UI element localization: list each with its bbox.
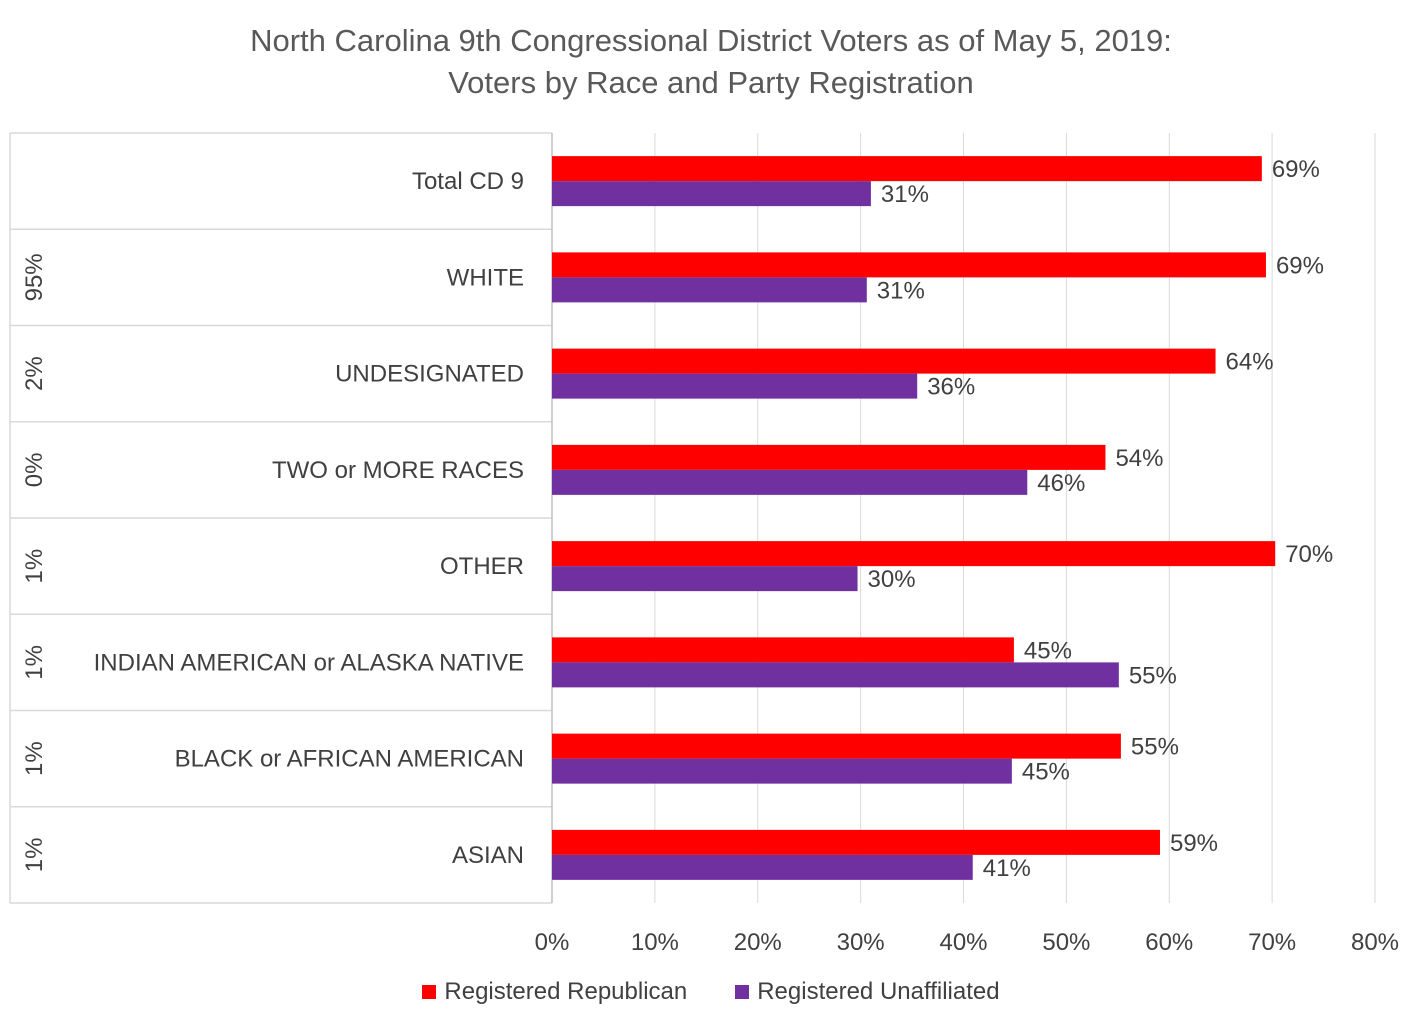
x-tick-label: 50% — [1042, 929, 1090, 956]
group-label: 0% — [21, 453, 48, 488]
bar-republican — [552, 637, 1014, 663]
bars — [552, 156, 1276, 880]
data-label: 59% — [1170, 830, 1218, 857]
bar-republican — [552, 252, 1266, 278]
chart-title: North Carolina 9th Congressional Distric… — [0, 20, 1422, 104]
legend-swatch — [735, 985, 750, 999]
legend-label: Registered Republican — [444, 978, 688, 1005]
category-label: INDIAN AMERICAN or ALASKA NATIVE — [94, 649, 524, 676]
group-label: 95% — [21, 253, 48, 301]
legend-item: Registered Republican — [422, 978, 687, 1006]
data-label: 41% — [983, 855, 1031, 882]
category-label: OTHER — [440, 553, 524, 580]
gridlines — [551, 133, 1376, 903]
data-label: 31% — [877, 277, 925, 304]
x-tick-label: 80% — [1351, 929, 1399, 956]
data-label: 70% — [1285, 541, 1333, 568]
group-label: 1% — [21, 838, 48, 873]
data-label: 45% — [1024, 637, 1072, 664]
x-tick-label: 40% — [939, 929, 987, 956]
bar-unaffiliated — [552, 277, 867, 303]
data-label: 69% — [1276, 252, 1324, 279]
bar-republican — [552, 829, 1160, 855]
bar-unaffiliated — [552, 181, 871, 207]
category-label: WHITE — [447, 264, 524, 291]
data-label: 54% — [1115, 445, 1163, 472]
category-label: UNDESIGNATED — [335, 361, 524, 388]
legend-label: Registered Unaffiliated — [757, 978, 1000, 1005]
x-tick-label: 70% — [1248, 929, 1296, 956]
group-label: 2% — [21, 356, 48, 391]
data-label: 45% — [1022, 759, 1070, 786]
legend: Registered Republican Registered Unaffili… — [0, 978, 1422, 1006]
data-labels: 69% 31% 69% 31% 64% 36% 54% 46% 70% 30% 45% 55% 55% 4… — [868, 156, 1334, 882]
category-label: TWO or MORE RACES — [272, 457, 524, 484]
category-label: Total CD 9 — [412, 168, 524, 195]
x-tick-label: 60% — [1145, 929, 1193, 956]
bar-republican — [552, 541, 1276, 567]
group-label: 1% — [21, 549, 48, 584]
bar-unaffiliated — [552, 566, 858, 592]
chart-title-line-1: North Carolina 9th Congressional Distric… — [250, 23, 1172, 58]
legend-swatch — [422, 985, 437, 999]
bar-unaffiliated — [552, 854, 973, 880]
bar-republican — [552, 444, 1106, 470]
x-tick-label: 10% — [631, 929, 679, 956]
x-axis-ticks: 0% 10% 20% 30% 40% 50% 60% 70% 80% — [535, 929, 1399, 956]
data-label: 46% — [1037, 470, 1085, 497]
data-label: 31% — [881, 181, 929, 208]
bar-republican — [552, 156, 1262, 182]
data-label: 30% — [868, 566, 916, 593]
bar-republican — [552, 733, 1121, 759]
x-tick-label: 0% — [535, 929, 570, 956]
bar-republican — [552, 348, 1216, 374]
bar-unaffiliated — [552, 469, 1028, 495]
data-label: 64% — [1226, 349, 1274, 376]
x-tick-label: 20% — [734, 929, 782, 956]
group-label: 1% — [21, 645, 48, 680]
bar-unaffiliated — [552, 662, 1119, 688]
category-label: BLACK or AFRICAN AMERICAN — [175, 746, 524, 773]
data-label: 55% — [1131, 734, 1179, 761]
category-table: Total CD 9 WHITE 95% UNDESIGNATED 2% TWO or M… — [9, 132, 553, 904]
group-label: 1% — [21, 741, 48, 776]
bar-unaffiliated — [552, 373, 918, 399]
bar-unaffiliated — [552, 758, 1012, 784]
data-label: 36% — [927, 374, 975, 401]
category-label: ASIAN — [452, 842, 524, 869]
legend-item: Registered Unaffiliated — [735, 978, 1000, 1006]
data-label: 69% — [1272, 156, 1320, 183]
data-label: 55% — [1129, 662, 1177, 689]
x-tick-label: 30% — [837, 929, 885, 956]
chart-subtitle: Voters by Race and Party Registration — [448, 65, 974, 100]
